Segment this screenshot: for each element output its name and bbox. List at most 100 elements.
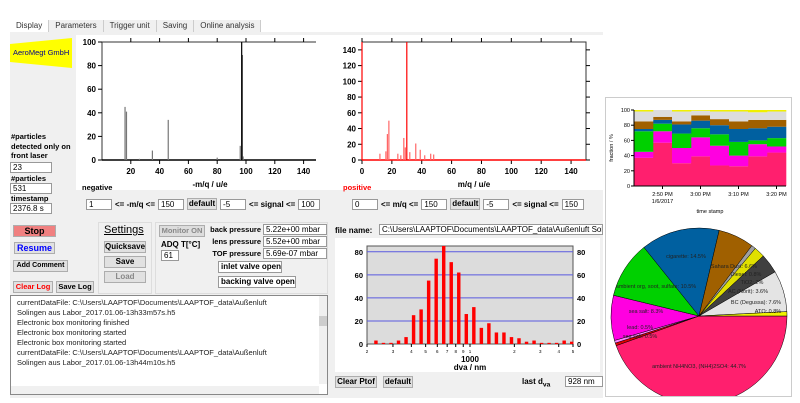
add-comment-button[interactable]: Add Comment bbox=[13, 260, 68, 272]
histogram-bar bbox=[464, 314, 469, 344]
save-log-button[interactable]: Save Log bbox=[56, 281, 94, 293]
area-segment bbox=[653, 142, 673, 186]
area-segment bbox=[748, 128, 768, 141]
histogram-bar bbox=[419, 309, 423, 344]
area-segment bbox=[672, 163, 692, 186]
area-segment bbox=[672, 110, 692, 112]
clear-log-button[interactable]: Clear Log bbox=[13, 281, 53, 293]
area-segment bbox=[672, 111, 692, 122]
neg-mq-min[interactable]: 1 bbox=[86, 198, 112, 210]
x-tick-label: 140 bbox=[564, 167, 578, 176]
save-button[interactable]: Save bbox=[104, 256, 146, 268]
y-tick-label: 40 bbox=[355, 294, 363, 303]
y-tick-label: 100 bbox=[83, 38, 97, 47]
histogram-default-button[interactable]: default bbox=[383, 376, 413, 388]
tab-saving[interactable]: Saving bbox=[157, 20, 195, 32]
area-segment bbox=[653, 123, 673, 132]
histogram-bar bbox=[449, 262, 453, 344]
area-segment bbox=[710, 125, 730, 135]
x-tick-label: 120 bbox=[535, 167, 549, 176]
x-tick-label: 2:50 PM bbox=[652, 192, 673, 198]
neg-mq-max[interactable]: 150 bbox=[158, 198, 185, 210]
pos-mq-min[interactable]: 0 bbox=[352, 198, 378, 210]
pie-label: Sahara Dust: 6.6% bbox=[711, 264, 757, 270]
area-segment bbox=[748, 144, 768, 157]
x-tick-label: 1 bbox=[469, 349, 472, 354]
file-name-field[interactable]: C:\Users\LAAPTOF\Documents\LAAPTOF_data\… bbox=[379, 224, 603, 235]
pos-mq-label: <= m/q <= bbox=[381, 199, 419, 209]
area-segment bbox=[653, 116, 673, 120]
area-segment bbox=[634, 157, 654, 186]
area-segment bbox=[653, 119, 673, 124]
area-segment bbox=[767, 119, 787, 127]
area-segment bbox=[748, 110, 768, 113]
particles-count: 531 bbox=[10, 183, 52, 194]
area-segment bbox=[634, 151, 654, 158]
x-tick-label: 140 bbox=[297, 167, 311, 176]
log-line: currentDataFile: C:\Users\LAAPTOF\Docume… bbox=[17, 348, 267, 357]
area-segment bbox=[767, 126, 787, 139]
quicksave-button[interactable]: Quicksave bbox=[104, 241, 146, 253]
histogram-bar bbox=[381, 342, 386, 344]
back-pressure-label: back pressure bbox=[210, 225, 261, 234]
pie-label: sea salt: 8.3% bbox=[629, 309, 664, 315]
neg-signal-max[interactable]: 100 bbox=[298, 198, 321, 210]
x-tick-label: 3 bbox=[392, 349, 395, 354]
log-line: Solingen aus Labor_2017.01.06-13h33m57s.… bbox=[17, 308, 176, 317]
histogram-bar bbox=[524, 341, 529, 344]
timestamp-label: timestamp bbox=[11, 194, 49, 203]
y-tick-label-right: 40 bbox=[577, 294, 585, 303]
pos-default-button[interactable]: default bbox=[450, 198, 481, 210]
neg-default-button[interactable]: default bbox=[187, 198, 218, 210]
clear-ptof-button[interactable]: Clear Ptof bbox=[335, 376, 377, 388]
log-horizontal-scrollbar[interactable] bbox=[11, 386, 319, 394]
log-vertical-scrollbar[interactable] bbox=[319, 296, 327, 384]
area-segment bbox=[729, 121, 749, 129]
area-segment bbox=[672, 148, 692, 164]
tab-trigger-unit[interactable]: Trigger unit bbox=[104, 20, 157, 32]
stop-button[interactable]: Stop bbox=[13, 225, 56, 237]
area-segment bbox=[691, 137, 711, 157]
load-button[interactable]: Load bbox=[104, 271, 146, 283]
pie-label: TiO2: 2% bbox=[741, 280, 764, 286]
area-segment bbox=[691, 110, 711, 116]
pie-label: ATO: 0.8% bbox=[755, 309, 782, 315]
tab-parameters[interactable]: Parameters bbox=[49, 20, 104, 32]
tof-pressure-value: 5.69e-07 mbar bbox=[263, 248, 327, 259]
pos-signal-min[interactable]: -5 bbox=[483, 198, 510, 210]
area-segment bbox=[729, 166, 749, 186]
x-tick-label: 3:00 PM bbox=[690, 192, 711, 198]
neg-signal-min[interactable]: -5 bbox=[220, 198, 247, 210]
positive-range-controls: 0 <= m/q <= 150 default -5 <= signal <= … bbox=[352, 198, 584, 210]
y-axis-label: fraction / % bbox=[609, 134, 615, 162]
x-tick-label: 5 bbox=[424, 349, 427, 354]
settings-title: Settings bbox=[104, 224, 144, 236]
x-tick-label: 80 bbox=[213, 167, 222, 176]
area-segment bbox=[691, 115, 711, 121]
area-segment bbox=[729, 129, 749, 142]
area-segment bbox=[729, 110, 749, 112]
histogram-bar bbox=[502, 332, 506, 344]
area-segment bbox=[767, 110, 787, 112]
log-line: Solingen aus Labor_2017.01.06-13h44m10s.… bbox=[17, 358, 176, 367]
x-tick-label: 3:20 PM bbox=[766, 192, 787, 198]
resume-button[interactable]: Resume bbox=[14, 242, 55, 254]
area-segment bbox=[729, 141, 749, 156]
monitor-on-button[interactable]: Monitor ON bbox=[159, 225, 205, 237]
log-textarea[interactable]: currentDataFile: C:\Users\LAAPTOF\Docume… bbox=[10, 295, 328, 395]
y-tick-label-right: 80 bbox=[577, 248, 585, 257]
tab-online-analysis[interactable]: Online analysis bbox=[194, 20, 262, 32]
histogram-bar bbox=[426, 280, 431, 344]
x-axis-label: -m/q / u/e bbox=[192, 180, 228, 189]
back-pressure-value: 5.22e+00 mbar bbox=[263, 224, 327, 235]
y-tick-label-right: 0 bbox=[577, 340, 581, 349]
y-tick-label-right: 20 bbox=[577, 317, 585, 326]
tab-display[interactable]: Display bbox=[10, 20, 50, 32]
y-tick-label: 40 bbox=[87, 109, 96, 118]
area-segment bbox=[653, 110, 673, 117]
positive-label: positive bbox=[343, 183, 372, 192]
pos-signal-max[interactable]: 150 bbox=[561, 198, 584, 210]
area-segment bbox=[634, 131, 654, 152]
x-tick-label: 2 bbox=[513, 349, 516, 354]
pos-mq-max[interactable]: 150 bbox=[421, 198, 448, 210]
